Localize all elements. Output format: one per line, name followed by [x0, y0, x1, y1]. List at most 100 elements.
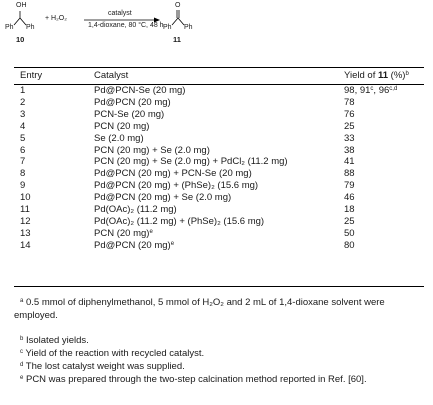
footnote-e-mark-wrap: e — [14, 374, 23, 385]
catalyst-text: PCN (20 mg) — [94, 227, 150, 239]
entry-cell: 1 — [20, 85, 26, 96]
catalyst-cell: Se (2.0 mg) — [94, 132, 144, 144]
product-bond-left — [171, 17, 179, 26]
entry-cell: 5 — [20, 132, 26, 144]
reaction-arrow-head — [154, 17, 160, 23]
table-row: 13 PCN (20 mg)e 50 — [14, 228, 424, 240]
catalyst-cell: PCN (20 mg) + Se (2.0 mg) + PdCl₂ (11.2 … — [94, 156, 288, 168]
catalyst-cell: Pd@PCN (20 mg) + PCN-Se (20 mg) — [94, 168, 252, 180]
footnote-b-mark: b — [20, 336, 24, 342]
product-o-label: O — [175, 2, 181, 9]
entry-cell: 13 — [20, 227, 31, 239]
yield-cell: 41 — [344, 156, 355, 168]
table-row: 10 Pd@PCN (20 mg) + Se (2.0 mg) 46 — [14, 192, 424, 204]
table-row: 9 Pd@PCN (20 mg) + (PhSe)₂ (15.6 mg) 79 — [14, 180, 424, 192]
footnote-a-mark-wrap: a — [14, 297, 23, 308]
header-yield-compound: 11 — [377, 70, 389, 81]
yield-cell: 18 — [344, 204, 355, 216]
table-row: 8 Pd@PCN (20 mg) + PCN-Se (20 mg) 88 — [14, 168, 424, 180]
yield-cell: 98, 91c, 96c,d — [344, 85, 424, 97]
entry-cell: 7 — [20, 156, 26, 168]
header-yield: Yield of 11 (%)b — [344, 69, 424, 83]
yield-cell: 33 — [344, 132, 355, 144]
yield-cell: 25 — [344, 120, 355, 132]
footnote-b-text: Isolated yields. — [23, 335, 89, 346]
reaction-scheme-drawing — [13, 10, 185, 26]
yield-cell: 50 — [344, 227, 355, 239]
table-row: 2 Pd@PCN (20 mg) 78 — [14, 97, 424, 109]
footnote-a-text: 0.5 mmol of diphenylmethanol, 5 mmol of … — [14, 297, 385, 321]
yield-cell: 76 — [344, 108, 355, 120]
entry-cell: 3 — [20, 108, 26, 120]
reactant-ph-right: Ph — [26, 24, 35, 31]
catalyst-cell: PCN (20 mg)e — [94, 228, 344, 240]
catalyst-cell: Pd@PCN (20 mg) — [94, 96, 171, 108]
yield-cell: 88 — [344, 168, 355, 180]
reactant-bond-left — [13, 17, 21, 26]
entry-cell: 10 — [20, 192, 31, 204]
yield-cell: 38 — [344, 144, 355, 156]
footnote-e-mark: e — [20, 375, 24, 381]
footnote-a: a 0.5 mmol of diphenylmethanol, 5 mmol o… — [14, 297, 426, 322]
entry-cell: 11 — [20, 204, 30, 216]
catalyst-label: catalyst — [108, 10, 132, 17]
catalyst-note-e: e — [170, 240, 175, 247]
header-entry: Entry — [20, 70, 43, 81]
catalyst-note-e: e — [149, 228, 153, 235]
header-yield-prefix: Yield of — [344, 70, 378, 81]
header-yield-note: b — [405, 71, 409, 77]
entry-cell: 4 — [20, 120, 26, 132]
entry-cell: 8 — [20, 168, 26, 180]
entry-cell: 2 — [20, 96, 26, 108]
table-row: 11 Pd(OAc)₂ (11.2 mg) 18 — [14, 204, 424, 216]
footnote-d-text: The lost catalyst weight was supplied. — [23, 361, 185, 372]
catalyst-cell: PCN (20 mg) — [94, 120, 150, 132]
entry-cell: 9 — [20, 180, 26, 192]
catalyst-cell: PCN-Se (20 mg) — [94, 108, 165, 120]
footnote-d-mark: d — [20, 362, 24, 368]
footnote-c-mark: c — [20, 349, 23, 355]
reactant-number: 10 — [16, 35, 25, 44]
footnote-b-mark-wrap: b — [14, 335, 23, 346]
reaction-scheme: OH Ph Ph + H₂O₂ catalyst 1,4-dioxane, 80… — [0, 0, 433, 50]
entry-cell: 12 — [20, 215, 31, 227]
yield-note-c: c — [370, 86, 374, 92]
catalyst-cell: PCN (20 mg) + Se (2.0 mg) — [94, 144, 210, 156]
header-yield-suffix: (%) — [388, 70, 406, 81]
yield-value: 98, 91 — [344, 85, 371, 96]
table-top-rule — [14, 67, 424, 68]
table-row: 14 Pd@PCN (20 mg)e 80 — [14, 240, 424, 252]
reactant-oh-label: OH — [16, 2, 27, 9]
product-ph-right: Ph — [184, 24, 193, 31]
catalyst-cell: Pd(OAc)₂ (11.2 mg) — [94, 204, 177, 216]
table-header-row: Entry Catalyst Yield of 11 (%)b — [14, 69, 424, 83]
yield-cell: 78 — [344, 96, 355, 108]
catalyst-cell: Pd@PCN (20 mg) + Se (2.0 mg) — [94, 192, 232, 204]
footnote-d-mark-wrap: d — [14, 361, 23, 372]
footnote-b: b Isolated yields. — [14, 335, 426, 348]
footnote-e: e PCN was prepared through the two-step … — [14, 374, 426, 387]
yield-cell: 80 — [344, 239, 355, 251]
table-row: 12 Pd(OAc)₂ (11.2 mg) + (PhSe)₂ (15.6 mg… — [14, 216, 424, 228]
reactant-bond-right — [19, 17, 27, 26]
table-bottom-rule — [14, 286, 424, 287]
yield-cell: 79 — [344, 180, 355, 192]
footnote-c-text: Yield of the reaction with recycled cata… — [23, 348, 205, 359]
catalyst-cell: Pd@PCN (20 mg) + (PhSe)₂ (15.6 mg) — [94, 180, 259, 192]
conditions-label: 1,4-dioxane, 80 °C, 48 h — [88, 22, 164, 29]
catalyst-cell: Pd@PCN-Se (20 mg) — [94, 85, 186, 96]
product-bond-right — [177, 17, 185, 26]
entry-cell: 14 — [20, 239, 31, 251]
footnote-e-text: PCN was prepared through the two-step ca… — [23, 374, 367, 385]
results-table: Entry Catalyst Yield of 11 (%)b 1 Pd@PCN… — [14, 69, 424, 252]
footnote-d: d The lost catalyst weight was supplied. — [14, 361, 426, 374]
reactant-ph-left: Ph — [5, 24, 14, 31]
footnote-c: c Yield of the reaction with recycled ca… — [14, 348, 426, 361]
yield-cell: 25 — [344, 215, 355, 227]
product-ph-left: Ph — [163, 24, 172, 31]
reagent-label: + H₂O₂ — [45, 15, 67, 22]
table-row: 7 PCN (20 mg) + Se (2.0 mg) + PdCl₂ (11.… — [14, 156, 424, 168]
yield-value-2: , 96 — [373, 85, 390, 96]
header-catalyst: Catalyst — [94, 70, 129, 81]
footnote-c-mark-wrap: c — [14, 348, 23, 359]
